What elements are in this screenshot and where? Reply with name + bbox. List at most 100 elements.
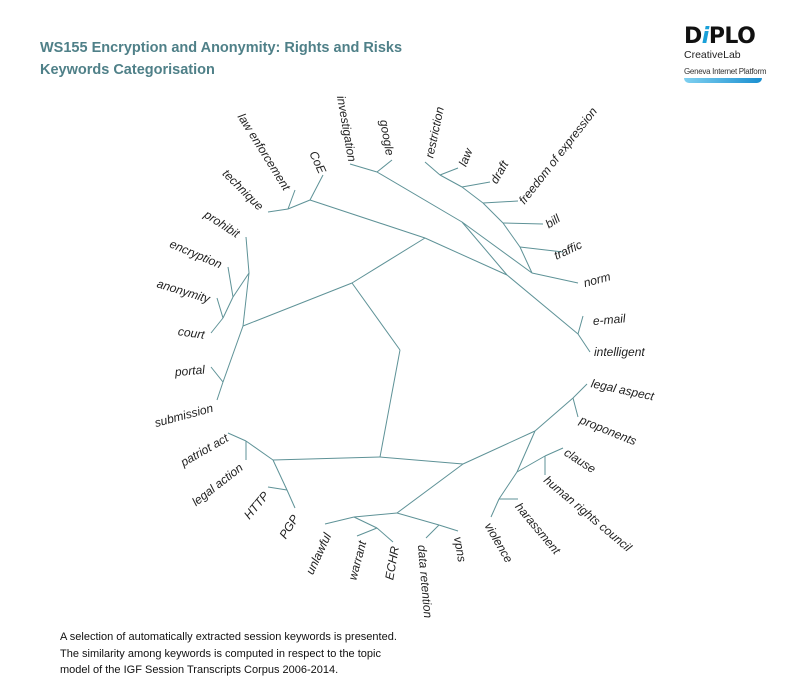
keyword-label-court: court — [177, 324, 206, 342]
dendrogram-branch — [309, 199, 426, 239]
diplo-logo: DiPLO CreativeLab Geneva Internet Platfo… — [684, 26, 768, 83]
keyword-label-vpns: vpns — [451, 536, 469, 563]
keyword-label-http: HTTP — [241, 489, 272, 522]
keyword-label-intelligent: intelligent — [594, 345, 645, 359]
dendrogram-branches — [210, 159, 591, 543]
keyword-label-e-mail: e-mail — [592, 311, 626, 328]
dendrogram-branch — [351, 282, 401, 351]
dendrogram-branch — [287, 199, 311, 210]
dendrogram-branch — [376, 527, 394, 543]
dendrogram-branch — [379, 349, 401, 458]
dendrogram-branch — [245, 440, 274, 461]
logo-wordmark: DiPLO — [684, 24, 756, 49]
dendrogram-branch — [216, 297, 224, 319]
page-title: WS155 Encryption and Anonymity: Rights a… — [40, 40, 403, 56]
keyword-label-traffic: traffic — [552, 238, 585, 263]
dendrogram-branch — [222, 296, 234, 319]
dendrogram-branch — [439, 167, 459, 176]
dendrogram-branch — [222, 325, 244, 383]
dendrogram-branch — [286, 489, 296, 509]
keyword-label-clause: clause — [562, 445, 599, 476]
dendrogram-branch — [461, 221, 533, 274]
dendrogram-branch — [498, 471, 518, 500]
keyword-label-freedom-of-expression: freedom of expression — [516, 104, 600, 206]
logo-creativelab: CreativeLab — [684, 49, 741, 61]
dendrogram-branch — [424, 161, 441, 176]
dendrogram-branch — [353, 512, 398, 518]
dendrogram-branch — [482, 200, 519, 204]
dendrogram-branch — [519, 246, 564, 253]
keyword-label-law: law — [456, 145, 476, 168]
dendrogram-branch — [396, 512, 440, 526]
keyword-label-warrant: warrant — [345, 539, 369, 582]
dendrogram-branch — [461, 181, 491, 188]
dendrogram-branch — [438, 524, 459, 532]
dendrogram-branch — [572, 383, 588, 399]
keyword-label-coe: CoE — [306, 149, 329, 177]
dendrogram-branch — [379, 456, 464, 465]
dendrogram-branch — [324, 516, 355, 525]
dendrogram-branch — [531, 272, 579, 284]
dendrogram-branch — [462, 430, 536, 465]
keyword-label-unlawful: unlawful — [303, 530, 334, 576]
dendrogram-branch — [376, 159, 393, 173]
keyword-label-portal: portal — [173, 363, 205, 380]
dendrogram-branch — [502, 222, 521, 248]
footer-line-1: A selection of automatically extracted s… — [60, 631, 397, 643]
dendrogram-branch — [461, 186, 484, 204]
dendrogram-branch — [210, 317, 224, 334]
footer-note: A selection of automatically extracted s… — [60, 629, 397, 679]
dendrogram-branch — [272, 456, 381, 461]
dendrogram-branch — [425, 524, 440, 539]
dendrogram-branch — [519, 246, 533, 274]
dendrogram-branch — [272, 459, 288, 491]
dendrogram-branch — [461, 221, 508, 276]
keyword-label-norm: norm — [582, 269, 612, 290]
dendrogram-branch — [516, 455, 546, 473]
dendrogram-branch — [376, 171, 463, 223]
dendrogram-branch — [572, 397, 579, 418]
keyword-label-draft: draft — [487, 158, 511, 186]
dendrogram-branch — [351, 237, 426, 284]
keyword-label-technique: technique — [220, 166, 267, 213]
dendrogram-branch — [502, 222, 544, 225]
dendrogram-branch — [577, 315, 584, 335]
dendrogram-branch — [245, 236, 250, 274]
dendrogram-branch — [424, 237, 508, 276]
keyword-label-prohibit: prohibit — [201, 207, 243, 241]
keyword-label-data-retention: data retention — [415, 544, 435, 619]
dendrogram-branch — [216, 381, 224, 401]
dendrogram-branch — [544, 447, 564, 457]
keyword-label-echr: ECHR — [382, 545, 402, 581]
keyword-label-encryption: encryption — [168, 237, 225, 272]
dendrogram-branch — [227, 266, 234, 298]
dendrogram-branch — [577, 333, 591, 353]
dendrogram-branch — [267, 486, 288, 491]
dendrogram-branch — [242, 272, 250, 327]
keyword-label-proponents: proponents — [577, 412, 639, 448]
keyword-label-google: google — [377, 119, 397, 157]
dendrogram-branch — [490, 498, 500, 518]
dendrogram-branch — [210, 366, 224, 383]
dendrogram-branch — [506, 274, 579, 335]
keyword-label-anonymity: anonymity — [155, 277, 212, 307]
footer-line-3: model of the IGF Session Transcripts Cor… — [60, 664, 339, 676]
dendrogram-branch — [356, 527, 378, 537]
dendrogram-branch — [267, 208, 289, 213]
footer-line-2: The similarity among keywords is compute… — [60, 647, 381, 660]
keyword-label-legal-action: legal action — [189, 460, 246, 509]
keyword-label-legal-aspect: legal aspect — [590, 376, 656, 403]
dendrogram-branch — [227, 432, 247, 442]
keyword-label-investigation: investigation — [334, 95, 359, 163]
page-subtitle: Keywords Categorisation — [40, 62, 215, 78]
dendrogram-branch — [309, 174, 324, 201]
dendrogram-branch — [232, 272, 250, 298]
dendrogram-branch — [287, 189, 296, 210]
dendrogram-branch — [353, 516, 378, 529]
keyword-label-submission: submission — [153, 401, 215, 430]
dendrogram-branch — [482, 202, 504, 224]
keyword-label-violence: violence — [482, 520, 516, 565]
keyword-label-patriot-act: patriot act — [177, 431, 231, 470]
